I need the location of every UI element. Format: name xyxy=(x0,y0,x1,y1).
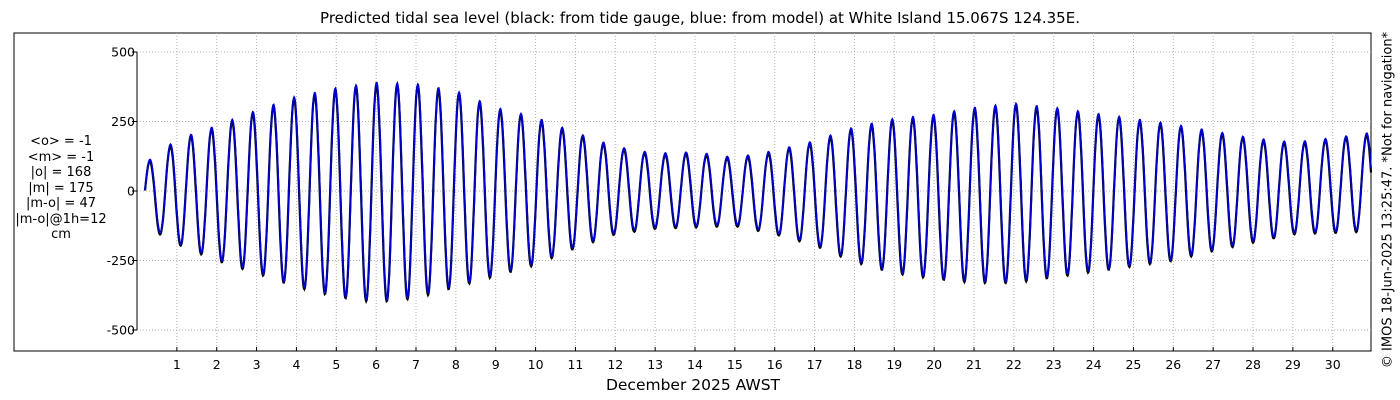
x-tick-label: 21 xyxy=(966,357,982,372)
stat-abs-model: |m| = 175 xyxy=(28,180,94,196)
x-tick-label: 19 xyxy=(886,357,902,372)
x-tick-label: 3 xyxy=(253,357,261,372)
x-tick-label: 28 xyxy=(1245,357,1261,372)
x-axis: 1 2 3 4 5 6 7 8 9 10 11 12 13 14 15 16 17 18 19 20 21 22 23 24 2… xyxy=(173,347,1341,372)
y-tick-label: -500 xyxy=(107,323,135,338)
x-tick-label: 6 xyxy=(372,357,380,372)
x-tick-label: 22 xyxy=(1006,357,1022,372)
stat-abs-diff-1h: |m-o|@1h=12 xyxy=(15,211,107,227)
x-tick-label: 20 xyxy=(926,357,942,372)
chart-title: Predicted tidal sea level (black: from t… xyxy=(320,9,1080,27)
stat-unit: cm xyxy=(51,227,71,242)
x-tick-label: 16 xyxy=(767,357,783,372)
series-lines xyxy=(143,80,1373,305)
x-tick-label: 12 xyxy=(607,357,623,372)
x-tick-label: 4 xyxy=(292,357,300,372)
copyright-notice: © IMOS 18-Jun-2025 13:25:47. *Not for na… xyxy=(1378,20,1398,380)
x-tick-label: 26 xyxy=(1165,357,1181,372)
stat-mean-model: <m> = -1 xyxy=(27,149,95,165)
y-tick-label: 500 xyxy=(111,45,135,60)
x-tick-label: 29 xyxy=(1285,357,1301,372)
x-tick-label: 18 xyxy=(846,357,862,372)
stat-mean-observed: <o> = -1 xyxy=(30,134,92,149)
x-tick-label: 1 xyxy=(173,357,181,372)
x-tick-label: 5 xyxy=(332,357,340,372)
x-tick-label: 25 xyxy=(1125,357,1141,372)
x-tick-label: 13 xyxy=(647,357,663,372)
x-tick-label: 9 xyxy=(492,357,500,372)
copyright-text: © IMOS 18-Jun-2025 13:25:47. *Not for na… xyxy=(1380,31,1396,369)
x-tick-label: 10 xyxy=(528,357,544,372)
x-axis-label: December 2025 AWST xyxy=(605,376,781,394)
y-axis: -500 -250 0 250 500 xyxy=(107,45,138,338)
series-line-model xyxy=(144,80,1372,302)
y-tick-label: 0 xyxy=(127,184,135,199)
y-tick-label: 250 xyxy=(111,114,135,129)
x-tick-label: 14 xyxy=(687,357,703,372)
x-tick-label: 11 xyxy=(567,357,583,372)
statistics-box: <o> = -1 <m> = -1 |o| = 168 |m| = 175 |m… xyxy=(6,134,116,243)
x-tick-label: 15 xyxy=(727,357,743,372)
x-tick-label: 23 xyxy=(1046,357,1062,372)
x-tick-label: 24 xyxy=(1086,357,1102,372)
stat-abs-diff: |m-o| = 47 xyxy=(25,196,96,211)
x-tick-label: 30 xyxy=(1325,357,1341,372)
x-tick-label: 2 xyxy=(213,357,221,372)
stat-abs-observed: |o| = 168 xyxy=(30,165,92,180)
y-tick-label: -250 xyxy=(107,253,135,268)
x-tick-label: 8 xyxy=(452,357,460,372)
x-tick-label: 17 xyxy=(807,357,823,372)
axes-frame xyxy=(13,32,1372,352)
x-tick-label: 27 xyxy=(1205,357,1221,372)
x-tick-label: 7 xyxy=(412,357,420,372)
